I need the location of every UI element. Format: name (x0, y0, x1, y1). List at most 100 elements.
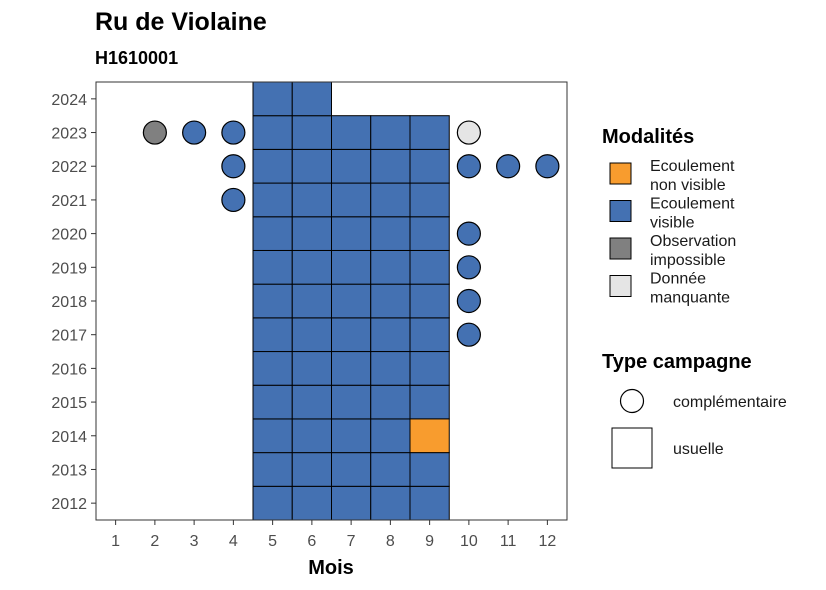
legend-key-impossible (609, 237, 632, 260)
legend-label-line2: visible (650, 215, 695, 232)
point-complementaire-2018-10 (456, 288, 481, 314)
x-tick-label: 11 (500, 533, 517, 550)
cell-usuelle-2014-9 (409, 418, 450, 454)
cell-usuelle-2018-8 (370, 283, 411, 319)
point-complementaire-2022-4 (221, 154, 246, 179)
y-tick-label: 2016 (51, 361, 87, 378)
cell-usuelle-2015-7 (331, 384, 372, 420)
y-tick-label: 2019 (51, 260, 87, 277)
x-tick-label: 7 (347, 533, 356, 550)
cell-usuelle-2020-9 (409, 216, 450, 251)
cell-usuelle-2014-5 (252, 418, 293, 454)
cell-usuelle-2016-8 (370, 351, 411, 386)
x-axis: 1 2 3 4 5 6 7 8 9 10 11 12 (111, 520, 556, 550)
chart-subtitle: H1610001 (95, 48, 178, 68)
x-tick-label: 6 (307, 533, 316, 550)
cell-usuelle-2018-9 (409, 283, 450, 319)
y-tick-label: 2014 (51, 429, 87, 446)
point-complementaire-2023-3 (182, 120, 207, 145)
legend-label-line1: Donnée (650, 271, 706, 288)
chart-title: Ru de Violaine (95, 8, 267, 36)
y-axis: 2012 2013 2014 2015 2016 2017 2018 2019 2020 2021… (51, 92, 96, 513)
y-tick-label: 2012 (51, 496, 87, 513)
legend-label-line2: manquante (650, 290, 730, 307)
legend-key-visible (609, 200, 632, 222)
cell-usuelle-2023-8 (370, 115, 411, 150)
cell-usuelle-2019-7 (331, 249, 372, 285)
cell-usuelle-2020-7 (331, 216, 372, 251)
cell-usuelle-2021-7 (331, 182, 372, 218)
legend-label-line1: Ecoulement (650, 158, 735, 175)
legend-type-circle (619, 388, 645, 414)
cell-usuelle-2013-8 (370, 452, 411, 487)
cell-usuelle-2018-6 (291, 283, 332, 319)
legend-modalites-title: Modalités (602, 126, 694, 148)
legend-key-non_visible (609, 162, 632, 185)
legend-label-line1: Ecoulement (650, 196, 735, 213)
cell-usuelle-2023-7 (331, 115, 372, 150)
y-tick-label: 2013 (51, 462, 87, 479)
cell-usuelle-2014-8 (370, 418, 411, 454)
point-complementaire-2017-10 (456, 322, 481, 347)
cell-usuelle-2021-9 (409, 182, 450, 218)
cell-usuelle-2013-6 (291, 452, 332, 487)
legend-label-line2: impossible (650, 252, 726, 269)
cell-usuelle-2014-6 (291, 418, 332, 454)
point-complementaire-2022-10 (456, 154, 481, 179)
cell-usuelle-2018-7 (331, 283, 372, 319)
point-complementaire-2020-10 (456, 221, 481, 246)
cell-usuelle-2015-8 (370, 384, 411, 420)
cell-usuelle-2016-9 (409, 351, 450, 386)
legend-type-square (611, 427, 653, 469)
y-tick-label: 2017 (51, 328, 87, 345)
y-tick-label: 2024 (51, 92, 87, 109)
x-tick-label: 2 (150, 533, 159, 550)
cell-usuelle-2021-8 (370, 182, 411, 218)
legend-type-label: usuelle (673, 441, 724, 458)
cell-usuelle-2022-6 (291, 148, 332, 184)
cell-usuelle-2018-5 (252, 283, 293, 319)
x-tick-label: 3 (190, 533, 199, 550)
cell-usuelle-2021-6 (291, 182, 332, 218)
cell-usuelle-2019-9 (409, 249, 450, 285)
legend-label-line1: Observation (650, 233, 736, 250)
cell-usuelle-2013-7 (331, 452, 372, 487)
cell-usuelle-2016-6 (291, 351, 332, 386)
point-complementaire-2022-11 (496, 154, 521, 179)
cell-usuelle-2015-9 (409, 384, 450, 420)
cell-usuelle-2016-5 (252, 351, 293, 386)
legend-key-manquante (609, 275, 632, 297)
x-tick-label: 5 (268, 533, 277, 550)
cell-usuelle-2022-5 (252, 148, 293, 184)
x-tick-label: 8 (386, 533, 395, 550)
point-complementaire-2023-4 (221, 120, 246, 145)
cell-usuelle-2013-5 (252, 452, 293, 487)
legend: Modalités Ecoulement non visible Ecoulemen… (602, 126, 787, 469)
cell-usuelle-2024-6 (291, 81, 332, 117)
cell-usuelle-2017-5 (252, 317, 293, 353)
cell-usuelle-2017-7 (331, 317, 372, 353)
x-tick-label: 9 (425, 533, 434, 550)
cell-usuelle-2012-9 (409, 485, 450, 521)
x-tick-label: 12 (538, 533, 556, 550)
cell-usuelle-2023-5 (252, 115, 293, 150)
cell-usuelle-2020-6 (291, 216, 332, 251)
plot-cells (142, 81, 560, 521)
legend-type-label: complémentaire (673, 394, 787, 411)
x-axis-title: Mois (308, 557, 354, 579)
y-tick-label: 2021 (51, 193, 87, 210)
y-tick-label: 2023 (51, 126, 87, 143)
y-tick-label: 2018 (51, 294, 87, 311)
cell-usuelle-2013-9 (409, 452, 450, 487)
cell-usuelle-2016-7 (331, 351, 372, 386)
cell-usuelle-2020-5 (252, 216, 293, 251)
cell-usuelle-2023-9 (409, 115, 450, 150)
cell-usuelle-2015-5 (252, 384, 293, 420)
cell-usuelle-2012-6 (291, 485, 332, 521)
y-tick-label: 2015 (51, 395, 87, 412)
cell-usuelle-2012-8 (370, 485, 411, 521)
point-complementaire-2023-2 (142, 120, 167, 145)
x-tick-label: 4 (229, 533, 238, 550)
y-tick-label: 2022 (51, 159, 87, 176)
